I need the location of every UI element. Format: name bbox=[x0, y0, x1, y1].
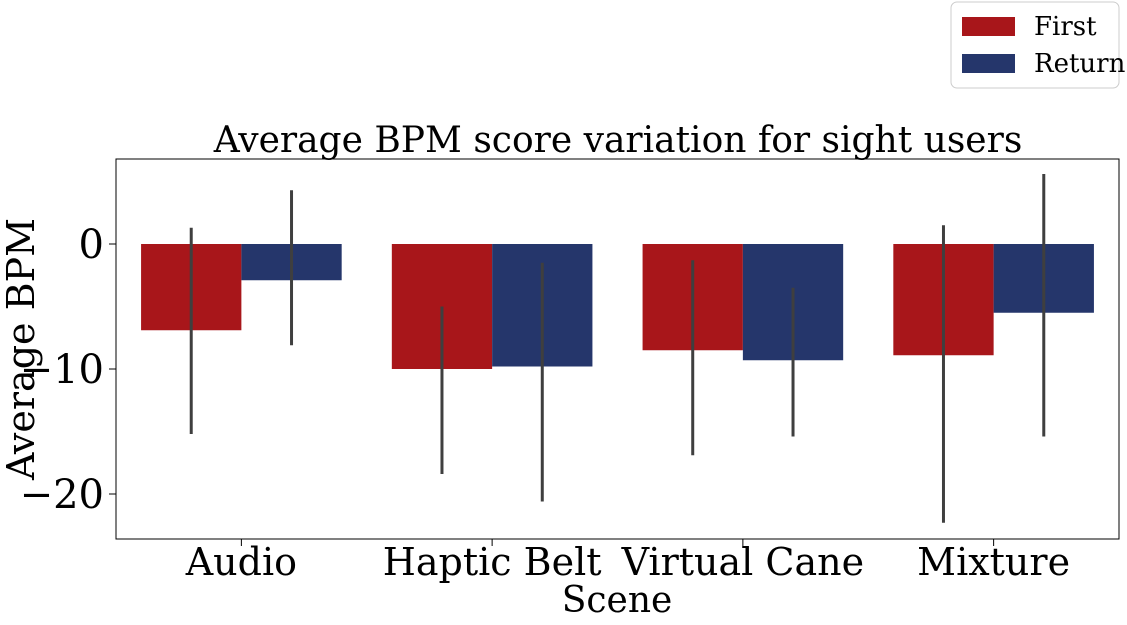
legend-swatch-first bbox=[962, 17, 1015, 36]
x-tick-label: Audio bbox=[185, 540, 297, 584]
legend: First Return bbox=[950, 1, 1126, 89]
x-tick-label: Haptic Belt bbox=[383, 540, 602, 584]
plot-area: 0 −10 −20 Audio Haptic Belt Virtual Cane Mixtu… bbox=[20, 174, 1094, 584]
legend-label-return: Return bbox=[1034, 49, 1126, 79]
y-tick-label: −20 bbox=[20, 472, 104, 518]
plot-frame bbox=[115, 158, 1120, 540]
y-tick-label: 0 bbox=[79, 222, 104, 268]
chart-title: Average BPM score variation for sight us… bbox=[213, 120, 1023, 161]
y-axis-label: Average BPM bbox=[0, 218, 43, 481]
x-axis-label: Scene bbox=[562, 580, 673, 621]
legend-swatch-return bbox=[962, 54, 1015, 73]
legend-label-first: First bbox=[1034, 12, 1097, 42]
x-tick-label: Virtual Cane bbox=[621, 540, 864, 584]
y-tick-label: −10 bbox=[20, 347, 104, 393]
x-tick-label: Mixture bbox=[917, 540, 1070, 584]
